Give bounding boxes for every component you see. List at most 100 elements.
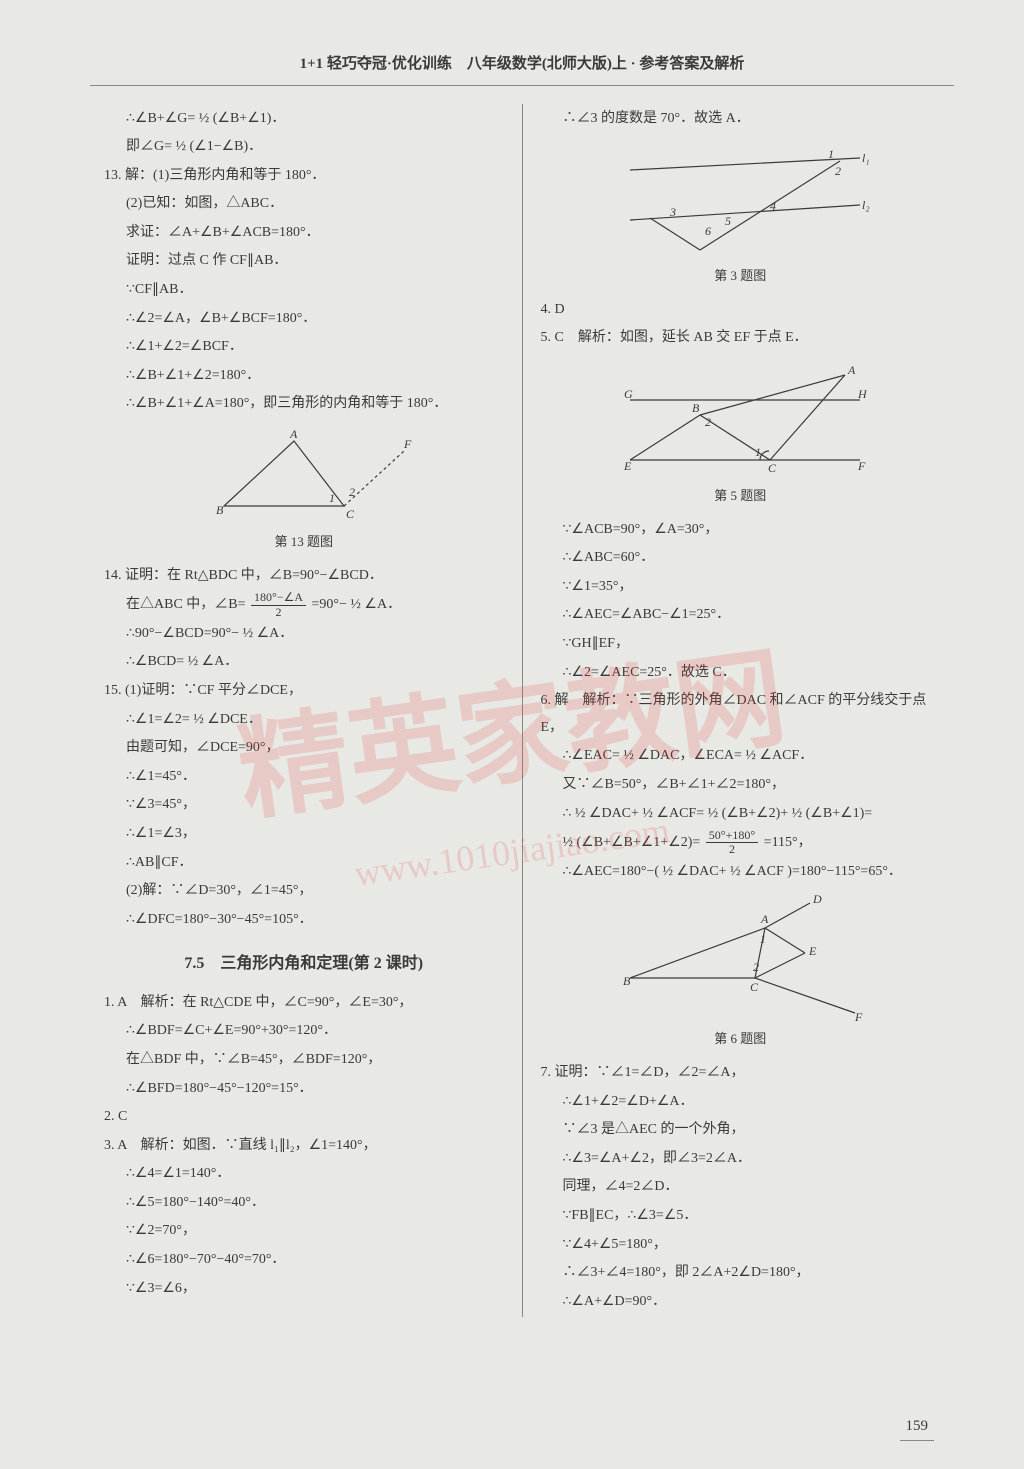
svg-text:A: A: [760, 912, 769, 926]
text-line: 证明：过点 C 作 CF∥AB．: [104, 248, 504, 275]
text-line: ∴∠1+∠2=∠D+∠A．: [541, 1089, 941, 1116]
text-line: 7. 证明：∵∠1=∠D，∠2=∠A，: [541, 1060, 941, 1087]
text-line: (2)解：∵∠D=30°，∠1=45°，: [104, 878, 504, 905]
text-line: ∴∠BFD=180°−45°−120°=15°．: [104, 1076, 504, 1103]
text-fragment: =90°− ½ ∠A．: [312, 597, 402, 612]
text-line: ∵CF∥AB．: [104, 277, 504, 304]
text-line: 14. 证明：在 Rt△BDC 中，∠B=90°−∠BCD．: [104, 563, 504, 590]
text-fragment: ½ (∠B+∠B+∠1+∠2)=: [563, 835, 701, 850]
text-line: ∵∠3=∠6，: [104, 1276, 504, 1303]
text-line: ∴∠AEC=∠ABC−∠1=25°．: [541, 602, 941, 629]
text-line: 在△BDF 中，∵∠B=45°，∠BDF=120°，: [104, 1047, 504, 1074]
svg-text:6: 6: [705, 224, 711, 238]
section-heading: 7.5 三角形内角和定理(第 2 课时): [104, 949, 504, 979]
text-line: ∴∠1=∠3，: [104, 821, 504, 848]
svg-text:l₁: l₁: [862, 151, 870, 165]
svg-text:1: 1: [329, 491, 335, 505]
fraction: 180°−∠A2: [251, 591, 306, 618]
svg-text:1: 1: [760, 932, 766, 946]
text-fragment: =115°，: [764, 835, 812, 850]
svg-text:B: B: [623, 974, 631, 988]
text-line: ∴∠1+∠2=∠BCF．: [104, 334, 504, 361]
left-column: ∴∠B+∠G= ½ (∠B+∠1)． 即∠G= ½ (∠1−∠B)． 13. 解…: [90, 104, 518, 1318]
text-line: 6. 解 解析：∵三角形的外角∠DAC 和∠ACF 的平分线交于点 E，: [541, 688, 941, 741]
page-header: 1+1 轻巧夺冠·优化训练 八年级数学(北师大版)上 · 参考答案及解析: [90, 50, 954, 86]
text-line: 4. D: [541, 297, 941, 324]
svg-text:l₂: l₂: [862, 198, 870, 212]
figure-6: B C F E A D 1 2: [605, 893, 875, 1023]
svg-text:5: 5: [725, 214, 731, 228]
figure-3: l₁ l₂ 1 2 3 4 5 6: [610, 140, 870, 260]
text-line: 2. C: [104, 1104, 504, 1131]
svg-text:3: 3: [669, 205, 676, 219]
text-line: ∵∠2=70°，: [104, 1218, 504, 1245]
right-column: ∴∠3 的度数是 70°．故选 A． l₁ l₂ 1 2 3 4 5 6 第 3…: [527, 104, 955, 1318]
figure-caption: 第 5 题图: [541, 484, 941, 509]
figure-caption: 第 6 题图: [541, 1027, 941, 1052]
text-line: ∴∠AEC=180°−( ½ ∠DAC+ ½ ∠ACF )=180°−115°=…: [541, 859, 941, 886]
svg-text:1: 1: [755, 445, 761, 459]
svg-text:B: B: [216, 503, 224, 517]
text-line: ∴ ½ ∠DAC+ ½ ∠ACF= ½ (∠B+∠2)+ ½ (∠B+∠1)=: [541, 801, 941, 828]
svg-text:F: F: [857, 459, 866, 473]
text-line: 5. C 解析：如图，延长 AB 交 EF 于点 E．: [541, 325, 941, 352]
text-line: ∵∠ACB=90°，∠A=30°，: [541, 517, 941, 544]
text-line: 在△ABC 中，∠B= 180°−∠A2 =90°− ½ ∠A．: [104, 591, 504, 619]
text-line: 13. 解：(1)三角形内角和等于 180°．: [104, 163, 504, 190]
svg-text:2: 2: [705, 415, 711, 429]
svg-text:H: H: [857, 387, 868, 401]
svg-text:E: E: [808, 944, 817, 958]
text-line: 15. (1)证明：∵CF 平分∠DCE，: [104, 678, 504, 705]
text-line: ∴∠3+∠4=180°，即 2∠A+2∠D=180°，: [541, 1260, 941, 1287]
text-line: ∴∠B+∠1+∠2=180°．: [104, 363, 504, 390]
text-line: ∴∠3=∠A+∠2，即∠3=2∠A．: [541, 1146, 941, 1173]
text-fragment: 在△ABC 中，∠B=: [126, 597, 246, 612]
text-line: ∴∠1=∠2= ½ ∠DCE．: [104, 707, 504, 734]
text-line: ∵GH∥EF，: [541, 631, 941, 658]
text-line: ∴∠2=∠A，∠B+∠BCF=180°．: [104, 306, 504, 333]
text-line: 1. A 解析：在 Rt△CDE 中，∠C=90°，∠E=30°，: [104, 990, 504, 1017]
text-line: ∴∠B+∠1+∠A=180°，即三角形的内角和等于 180°．: [104, 391, 504, 418]
text-line: 又∵∠B=50°，∠B+∠1+∠2=180°，: [541, 772, 941, 799]
figure-caption: 第 3 题图: [541, 264, 941, 289]
text-line: ∴∠ABC=60°．: [541, 545, 941, 572]
text-line: ∵FB∥EC，∴∠3=∠5．: [541, 1203, 941, 1230]
text-line: ∵∠3=45°，: [104, 792, 504, 819]
svg-text:2: 2: [835, 164, 841, 178]
svg-text:2: 2: [753, 960, 759, 974]
svg-text:2: 2: [349, 485, 355, 499]
svg-text:F: F: [403, 437, 412, 451]
svg-text:C: C: [346, 507, 355, 521]
svg-text:A: A: [289, 427, 298, 441]
figure-caption: 第 13 题图: [104, 530, 504, 555]
text-line: ∴∠B+∠G= ½ (∠B+∠1)．: [104, 106, 504, 133]
figure-13: A F B C 1 2: [194, 426, 414, 526]
text-line: 即∠G= ½ (∠1−∠B)．: [104, 134, 504, 161]
text-line: ∴∠DFC=180°−30°−45°=105°．: [104, 907, 504, 934]
text-line: 3. A 解析：如图．∵直线 l₁∥l₂，∠1=140°，: [104, 1133, 504, 1160]
svg-text:C: C: [750, 980, 759, 994]
text-line: ∴90°−∠BCD=90°− ½ ∠A．: [104, 621, 504, 648]
text-line: ½ (∠B+∠B+∠1+∠2)= 50°+180°2 =115°，: [541, 829, 941, 857]
text-line: ∴AB∥CF．: [104, 850, 504, 877]
column-divider: [522, 104, 523, 1318]
text-line: ∴∠4=∠1=140°．: [104, 1161, 504, 1188]
text-line: 同理，∠4=2∠D．: [541, 1174, 941, 1201]
figure-5: E C F G H A B 2 1: [600, 360, 880, 480]
text-line: (2)已知：如图，△ABC．: [104, 191, 504, 218]
fraction: 50°+180°2: [706, 829, 758, 856]
text-line: ∵∠3 是△AEC 的一个外角，: [541, 1117, 941, 1144]
text-line: 求证：∠A+∠B+∠ACB=180°．: [104, 220, 504, 247]
page-number: 159: [900, 1412, 935, 1442]
text-line: ∴∠BCD= ½ ∠A．: [104, 649, 504, 676]
text-line: ∵∠1=35°，: [541, 574, 941, 601]
svg-text:1: 1: [828, 147, 834, 161]
svg-text:G: G: [624, 387, 633, 401]
svg-text:4: 4: [770, 199, 776, 213]
text-line: ∴∠6=180°−70°−40°=70°．: [104, 1247, 504, 1274]
svg-text:D: D: [812, 893, 822, 906]
text-line: ∴∠5=180°−140°=40°．: [104, 1190, 504, 1217]
svg-text:C: C: [768, 461, 777, 475]
two-column-layout: ∴∠B+∠G= ½ (∠B+∠1)． 即∠G= ½ (∠1−∠B)． 13. 解…: [90, 104, 954, 1318]
text-line: ∴∠3 的度数是 70°．故选 A．: [541, 106, 941, 133]
